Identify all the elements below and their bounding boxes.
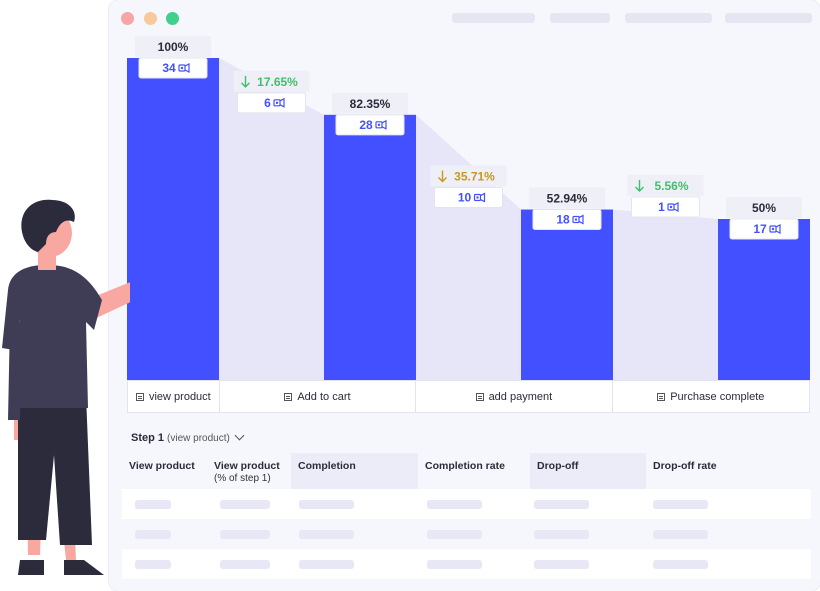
- cell-placeholder: [299, 529, 354, 539]
- cell-placeholder: [427, 559, 482, 569]
- dropoff-area: [219, 58, 324, 380]
- column-header[interactable]: View product: [129, 460, 195, 472]
- table-row[interactable]: [122, 489, 811, 519]
- column-header[interactable]: View product (% of step 1): [214, 460, 280, 484]
- step-subtitle: (view product): [167, 433, 230, 444]
- step-title: Step 1: [131, 432, 165, 444]
- dropoff-label[interactable]: 5.56% 1: [627, 175, 704, 218]
- event-icon: [657, 392, 666, 401]
- funnel-bar[interactable]: [324, 114, 416, 380]
- users-icon: [178, 63, 190, 73]
- cell-placeholder: [135, 529, 171, 539]
- step-label-text: add payment: [488, 390, 553, 403]
- step-value-label[interactable]: 52.94% 18: [529, 187, 605, 231]
- cell-placeholder: [135, 499, 171, 509]
- user-count: 1: [658, 200, 665, 214]
- dropoff-label[interactable]: 35.71% 10: [430, 165, 507, 209]
- user-count: 6: [264, 96, 271, 110]
- step-label-text: view product: [148, 390, 211, 403]
- dropoff-percent: 5.56%: [654, 179, 688, 193]
- step-value-label[interactable]: 50% 17: [726, 197, 802, 240]
- event-icon: [284, 392, 293, 401]
- cell-placeholder: [653, 529, 708, 539]
- percent-of-first: 50%: [752, 201, 776, 215]
- toolbar-placeholder: [725, 13, 812, 23]
- toolbar-placeholder: [452, 13, 535, 23]
- arrow-down-icon: [241, 75, 250, 88]
- minimize-window-dot[interactable]: [144, 12, 157, 25]
- cell-placeholder: [299, 559, 354, 569]
- funnel-bar[interactable]: [127, 58, 219, 380]
- users-icon: [572, 214, 584, 225]
- cell-placeholder: [220, 499, 270, 509]
- cell-placeholder: [534, 529, 589, 539]
- step-label-add-payment[interactable]: add payment: [416, 381, 613, 412]
- dropoff-area: [613, 209, 718, 380]
- cell-placeholder: [653, 559, 708, 569]
- event-icon: [475, 392, 484, 401]
- maximize-window-dot[interactable]: [166, 12, 179, 25]
- user-count: 17: [753, 222, 767, 236]
- event-icon: [135, 392, 144, 401]
- user-count: 18: [556, 213, 570, 227]
- table-row[interactable]: [122, 549, 811, 579]
- step-label-purchase-complete[interactable]: Purchase complete: [613, 381, 809, 412]
- funnel-step-labels: view product Add to cart add payment Pur…: [127, 380, 810, 413]
- cell-placeholder: [534, 559, 589, 569]
- users-icon: [375, 119, 387, 130]
- users-icon: [473, 192, 486, 203]
- arrow-down-icon: [635, 180, 644, 192]
- person-illustration: [2, 199, 130, 575]
- percent-of-first: 52.94%: [547, 192, 588, 206]
- cell-placeholder: [427, 529, 482, 539]
- cell-placeholder: [299, 499, 354, 509]
- user-count: 34: [162, 61, 176, 75]
- dropoff-label[interactable]: 17.65% 6: [233, 70, 310, 114]
- step-value-label[interactable]: 82.35% 28: [332, 92, 408, 136]
- step-label-text: Add to cart: [297, 390, 351, 403]
- step-label-add-to-cart[interactable]: Add to cart: [220, 381, 417, 412]
- user-count: 28: [359, 118, 373, 132]
- table-row[interactable]: [122, 519, 811, 549]
- column-header[interactable]: Completion rate: [425, 460, 505, 472]
- step-selector[interactable]: Step 1 (view product): [131, 430, 245, 444]
- chevron-down-icon: [234, 430, 245, 441]
- toolbar-placeholder: [625, 13, 712, 23]
- cell-placeholder: [220, 559, 270, 569]
- cell-placeholder: [653, 499, 708, 509]
- users-icon: [769, 224, 781, 234]
- dropoff-percent: 17.65%: [257, 75, 298, 89]
- step-value-label[interactable]: 100% 34: [135, 36, 211, 79]
- column-header[interactable]: Drop-off: [530, 453, 646, 489]
- cell-placeholder: [427, 499, 482, 509]
- column-header[interactable]: Drop-off rate: [653, 460, 717, 472]
- cell-placeholder: [220, 529, 270, 539]
- close-window-dot[interactable]: [121, 12, 134, 25]
- funnel-bar[interactable]: [718, 219, 810, 380]
- cell-placeholder: [135, 559, 171, 569]
- percent-of-first: 82.35%: [350, 97, 391, 111]
- toolbar-placeholder: [550, 13, 610, 23]
- column-header[interactable]: Completion: [291, 453, 418, 489]
- arrow-down-icon: [438, 170, 447, 183]
- funnel-chart: 100% 34 82.35% 28 52.94% 18 50% 17 17.65% 6 35.71%…: [127, 36, 810, 380]
- dropoff-percent: 35.71%: [454, 170, 495, 184]
- users-icon: [667, 202, 679, 212]
- funnel-bar[interactable]: [521, 209, 613, 380]
- percent-of-first: 100%: [158, 40, 189, 54]
- cell-placeholder: [534, 499, 589, 509]
- users-icon: [273, 97, 285, 108]
- step-label-view-product[interactable]: view product: [128, 381, 220, 412]
- user-count: 10: [458, 191, 472, 205]
- table-header: View product View product (% of step 1) C…: [122, 453, 811, 489]
- funnel-table: View product View product (% of step 1) C…: [122, 453, 811, 579]
- step-label-text: Purchase complete: [670, 390, 765, 403]
